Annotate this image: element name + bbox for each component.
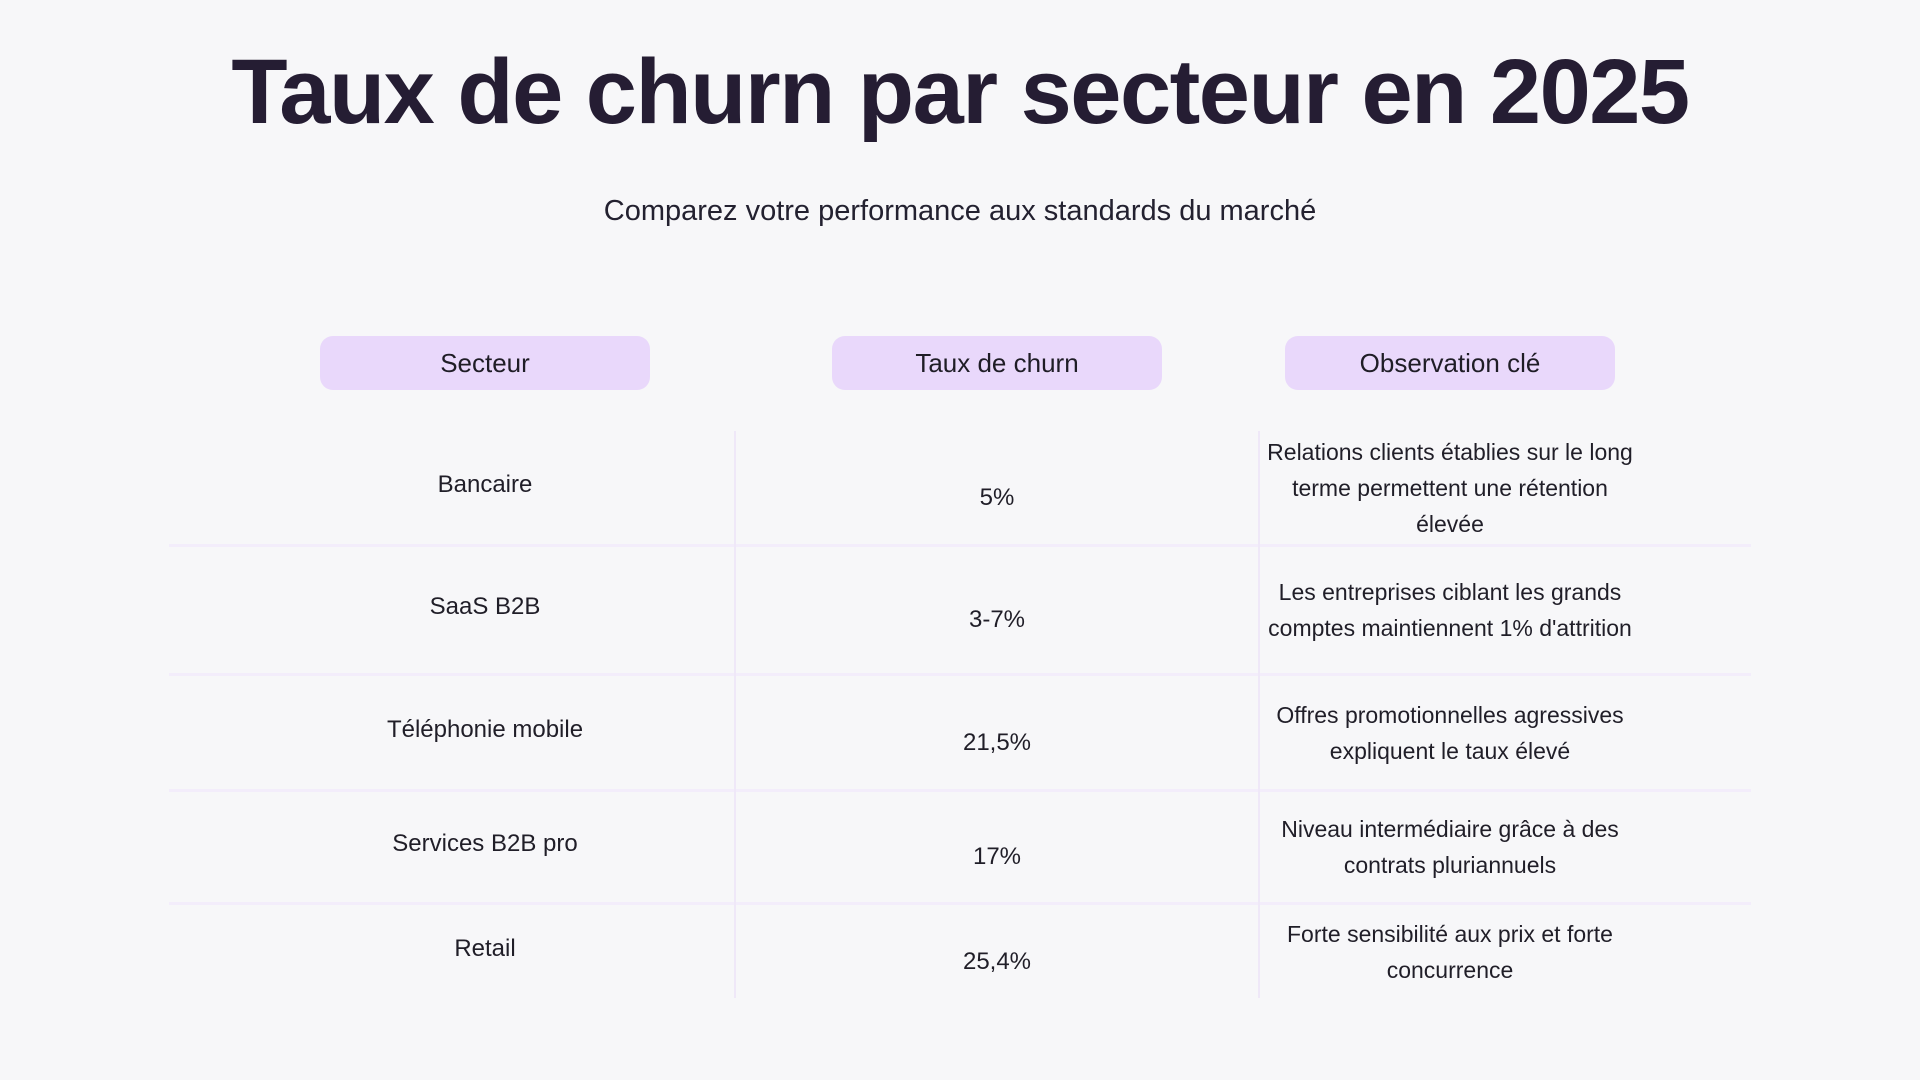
column-pill-secteur: Secteur [320,336,650,391]
observation-text: Forte sensibilité aux prix et forte conc… [1287,920,1613,983]
churn-table: Secteur Taux de churn Observation clé Ba… [169,336,1751,999]
cell-secteur: SaaS B2B [169,547,735,673]
table-row-retail: Retail 25,4% Forte sensibilité aux prix … [169,902,1751,998]
page-subtitle: Comparez votre performance aux standards… [603,195,1317,228]
churn-value: 17% [972,843,1022,871]
cell-secteur: Retail [169,905,735,998]
cell-observation: Relations clients établies sur le long t… [1259,431,1751,544]
cell-observation: Offres promotionnelles agressives expliq… [1259,676,1751,789]
table-row-services-b2b-pro: Services B2B pro 17% Niveau intermédiair… [169,789,1751,902]
churn-value: 21,5% [962,728,1032,756]
sector-label: Retail [454,934,516,962]
cell-taux: 5% [735,431,1259,544]
column-divider-2 [1258,431,1260,999]
table-row-telephonie-mobile: Téléphonie mobile 21,5% Offres promotion… [169,673,1751,789]
churn-value: 5% [979,483,1015,511]
table-row-bancaire: Bancaire 5% Relations clients établies s… [169,431,1751,544]
observation-text: Les entreprises ciblant les grands compt… [1268,579,1632,642]
sector-label: Services B2B pro [392,830,578,858]
column-pill-observation-cle: Observation clé [1285,336,1615,391]
churn-value: 3-7% [968,606,1026,634]
header-cell-taux: Taux de churn [735,336,1259,391]
table-body: Bancaire 5% Relations clients établies s… [169,431,1751,999]
cell-taux: 3-7% [735,547,1259,673]
cell-observation: Les entreprises ciblant les grands compt… [1259,547,1751,673]
column-pill-taux-de-churn: Taux de churn [832,336,1162,391]
page-title: Taux de churn par secteur en 2025 [231,41,1690,143]
cell-observation: Niveau intermédiaire grâce à des contrat… [1259,792,1751,902]
sector-label: Téléphonie mobile [386,715,584,743]
cell-taux: 25,4% [735,905,1259,998]
churn-value: 25,4% [962,947,1032,975]
sector-label: SaaS B2B [429,593,541,621]
column-divider-1 [734,431,736,999]
cell-secteur: Services B2B pro [169,792,735,902]
sector-label: Bancaire [437,470,533,498]
observation-text: Offres promotionnelles agressives expliq… [1276,701,1624,764]
cell-taux: 17% [735,792,1259,902]
observation-text: Relations clients établies sur le long t… [1267,438,1633,537]
cell-observation: Forte sensibilité aux prix et forte conc… [1259,905,1751,998]
cell-secteur: Bancaire [169,431,735,544]
cell-secteur: Téléphonie mobile [169,676,735,789]
cell-taux: 21,5% [735,676,1259,789]
table-row-saas-b2b: SaaS B2B 3-7% Les entreprises ciblant le… [169,544,1751,673]
header-cell-observation: Observation clé [1259,336,1751,391]
observation-text: Niveau intermédiaire grâce à des contrat… [1281,816,1619,879]
header-cell-secteur: Secteur [169,336,735,391]
table-header-row: Secteur Taux de churn Observation clé [169,336,1751,391]
